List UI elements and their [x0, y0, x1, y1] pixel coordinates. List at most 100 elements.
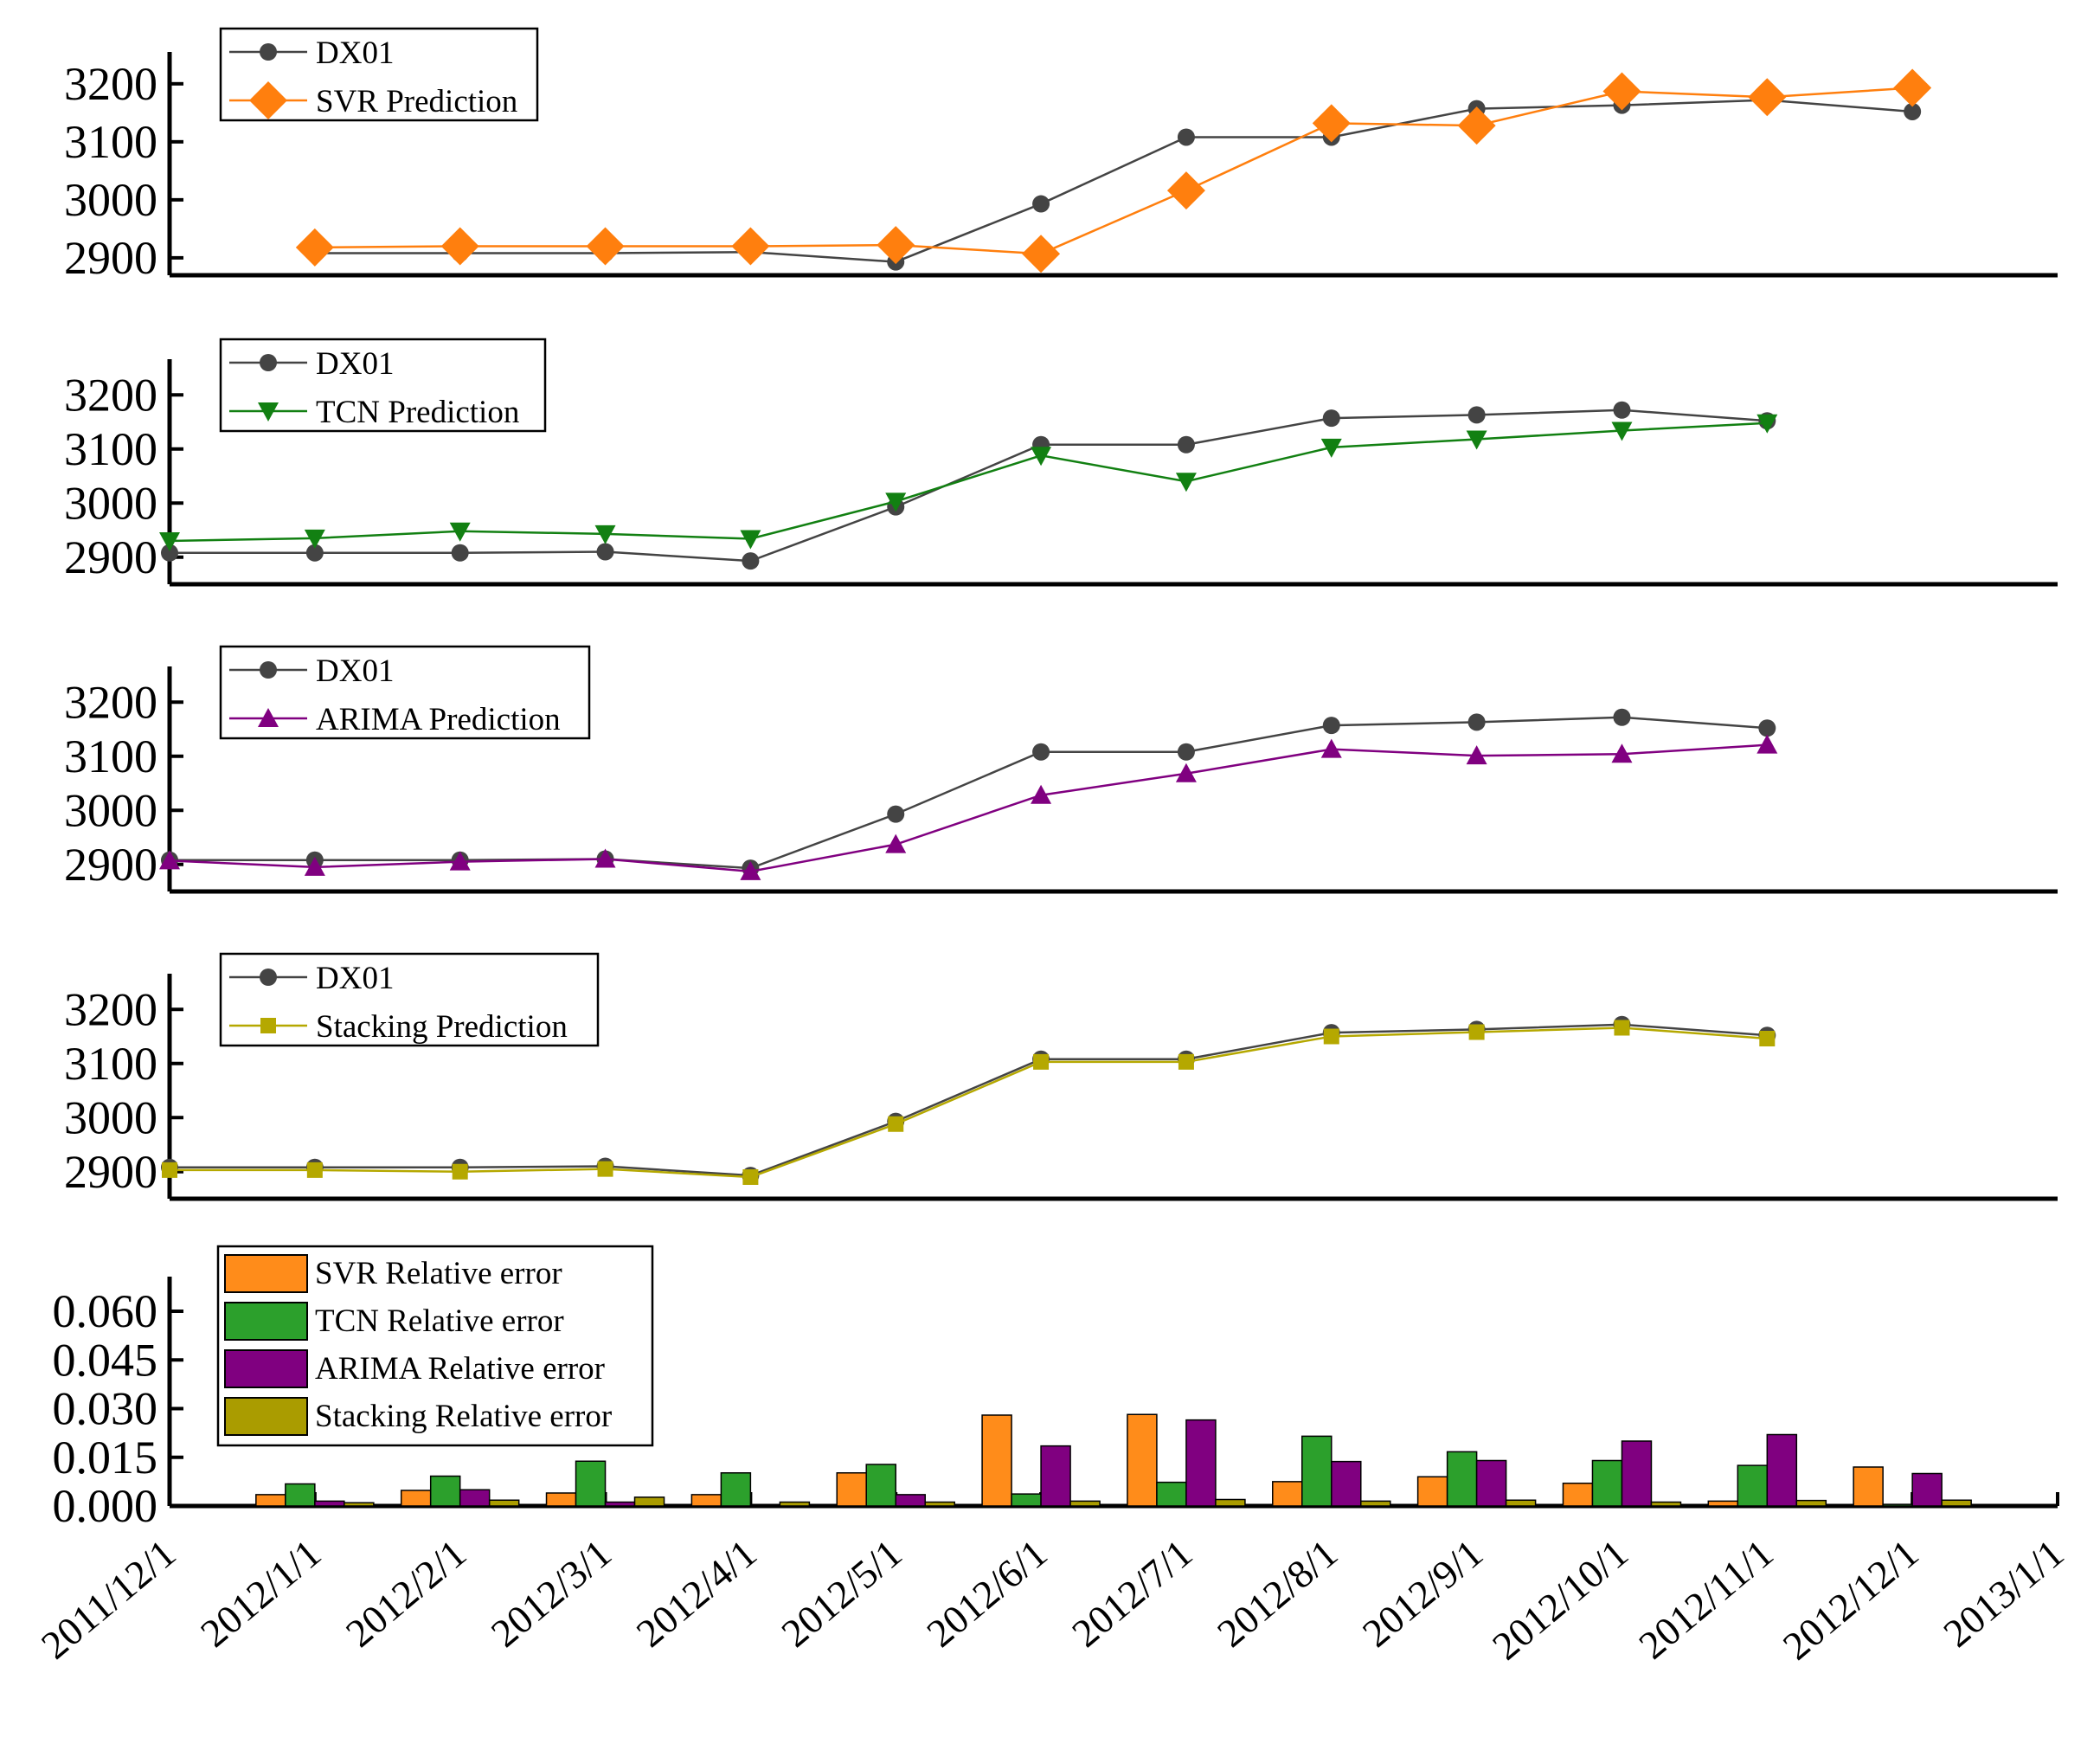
svr-prediction-point [295, 228, 334, 267]
tcn-relative-error-bar [1301, 1435, 1333, 1507]
arima-prediction-point [885, 833, 907, 853]
dx01-point [1613, 708, 1631, 726]
legend-label: Stacking Relative error [315, 1399, 612, 1434]
series-arima-relative-error [314, 1419, 1943, 1507]
legend-label: SVR Prediction [316, 84, 517, 119]
x-tick-label: 2012/6/1 [918, 1531, 1055, 1656]
arima-prediction-point [1031, 784, 1052, 804]
x-tick-label: 2012/5/1 [774, 1531, 910, 1656]
svr-relative-error-bar [255, 1494, 286, 1507]
stacking-prediction-point [306, 1162, 323, 1178]
dx01-point [1613, 401, 1631, 419]
dx01-point [1322, 409, 1340, 428]
arima-relative-error-bar [604, 1501, 636, 1507]
y-tick-label: 3200 [64, 983, 157, 1035]
stacking-prediction-point [1033, 1053, 1050, 1070]
legend-dx01-point [260, 354, 277, 371]
tcn-prediction-point [885, 492, 907, 512]
tcn-relative-error-bar [1591, 1459, 1623, 1507]
svr-relative-error-bar [1416, 1476, 1448, 1507]
arima-relative-error-bar [459, 1489, 491, 1507]
stacking-relative-error-bar [1360, 1500, 1391, 1507]
legend-box [219, 338, 547, 433]
svr-relative-error-bar [1707, 1500, 1739, 1507]
arima-relative-error-bar [1766, 1433, 1798, 1507]
y-tick-label: 3000 [64, 784, 157, 836]
svr-prediction-point [877, 226, 915, 265]
legend: DX01 ARIMA Prediction [219, 645, 591, 740]
stacking-relative-error-bar [1795, 1499, 1827, 1507]
stacking-relative-error-bar [1505, 1499, 1537, 1507]
arima-prediction-point [449, 851, 471, 871]
legend-label: DX01 [316, 346, 394, 382]
svr-prediction-point [1022, 235, 1061, 274]
arima-relative-error-bar [895, 1494, 926, 1507]
y-tick-label: 0.060 [53, 1285, 158, 1337]
y-tick-label: 0.030 [53, 1383, 158, 1435]
tcn-relative-error-bar [575, 1460, 607, 1507]
arima-relative-error-bar [1185, 1419, 1217, 1507]
dx01-line [314, 99, 1913, 263]
tcn-prediction-point [159, 532, 180, 551]
tcn-prediction-point [1320, 438, 1342, 458]
stacking-prediction-point [1178, 1053, 1194, 1070]
legend-label: TCN Prediction [316, 395, 519, 430]
arima-prediction-point [594, 848, 616, 868]
arima-relative-error-bar [1621, 1440, 1653, 1507]
tcn-prediction-point [449, 522, 471, 542]
stacking-relative-error-bar [779, 1501, 811, 1507]
arima-relative-error-bar [1911, 1472, 1943, 1507]
svr-relative-error-bar [690, 1494, 722, 1507]
tcn-relative-error-bar [1737, 1464, 1769, 1507]
chart-panel-1: 2900 3000 3100 3200 DX01 SVR Prediction [64, 27, 2058, 284]
series-tcn-prediction [159, 414, 1778, 551]
svr-prediction-point [731, 227, 770, 266]
tcn-relative-error-bar [720, 1472, 752, 1507]
legend-box [219, 952, 600, 1047]
tcn-prediction-point [1611, 422, 1633, 441]
x-tick-label: 2012/12/1 [1775, 1531, 1927, 1669]
y-tick-label: 2900 [64, 1146, 157, 1198]
arima-prediction-point [1175, 763, 1197, 782]
arima-prediction-point [740, 860, 761, 880]
svr-prediction-line [314, 87, 1913, 255]
y-tick-label: 3000 [64, 477, 157, 529]
dx01-point [1032, 743, 1050, 761]
legend-svr-prediction-point [249, 81, 287, 119]
legend-label: DX01 [316, 35, 394, 71]
arima-prediction-point [1611, 743, 1633, 763]
svr-relative-error-bar [836, 1472, 867, 1507]
dx01-point [1177, 128, 1195, 146]
x-tick-label: 2011/12/1 [33, 1531, 183, 1668]
x-tick-label: 2012/1/1 [192, 1531, 329, 1656]
svr-relative-error-bar [1272, 1481, 1303, 1507]
legend: SVR Relative error TCN Relative error ARIM… [216, 1245, 654, 1447]
dx01-point [305, 544, 324, 562]
series-svr-prediction [295, 68, 1932, 274]
x-tick-label: 2012/4/1 [628, 1531, 765, 1656]
legend-swatch [224, 1254, 308, 1293]
y-tick-label: 2900 [64, 232, 157, 284]
series-tcn-relative-error [285, 1435, 1913, 1507]
dx01-point [1467, 713, 1486, 731]
tcn-relative-error-bar [1156, 1481, 1187, 1507]
series-stacking-prediction [162, 1020, 1776, 1185]
legend: DX01 TCN Prediction [219, 338, 547, 433]
legend-arima-prediction-point [258, 708, 279, 727]
x-tick-label: 2012/11/1 [1630, 1531, 1781, 1668]
x-tick-label: 2012/9/1 [1354, 1531, 1491, 1656]
tcn-relative-error-bar [1882, 1503, 1913, 1507]
stacking-relative-error-bar [488, 1499, 520, 1507]
svr-prediction-point [1748, 78, 1787, 117]
tcn-prediction-point [304, 529, 325, 549]
legend-dx01-point [260, 661, 277, 679]
svr-relative-error-bar [981, 1414, 1012, 1507]
dx01-point [1322, 717, 1340, 735]
arima-prediction-point [304, 856, 325, 876]
dx01-point [1904, 102, 1922, 120]
arima-prediction-line [169, 743, 1768, 873]
svr-prediction-point [1166, 171, 1205, 210]
series-arima-prediction [159, 734, 1778, 880]
dx01-point [1032, 195, 1050, 213]
svr-prediction-point [1893, 68, 1932, 107]
